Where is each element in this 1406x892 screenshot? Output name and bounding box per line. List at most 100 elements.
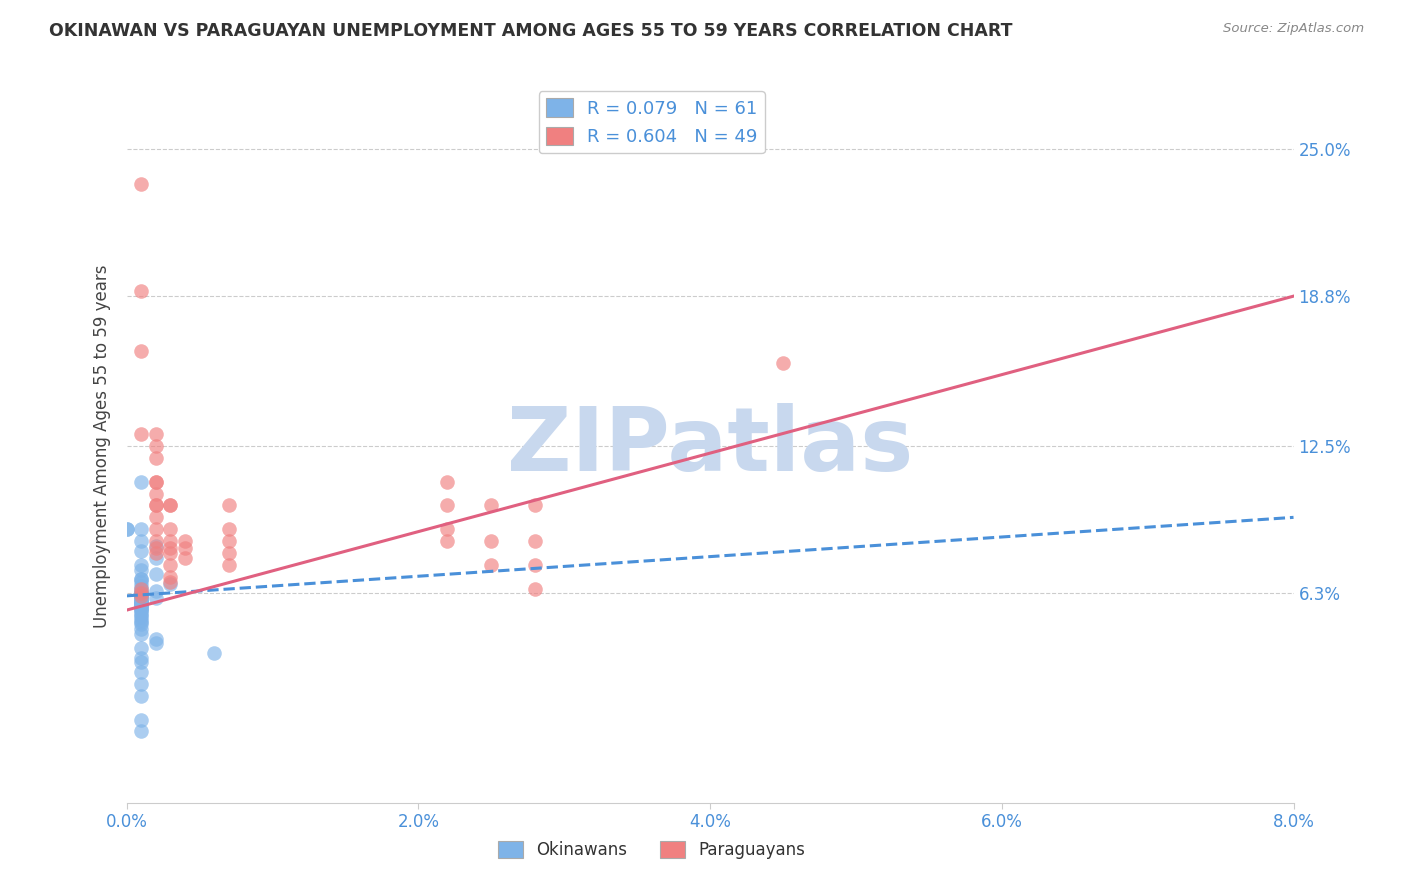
Point bbox=[129, 558, 152, 572]
Point bbox=[129, 599, 152, 613]
Point bbox=[129, 607, 152, 622]
Point bbox=[129, 603, 152, 617]
Point bbox=[129, 613, 152, 627]
Point bbox=[129, 713, 152, 727]
Point bbox=[218, 546, 240, 560]
Point bbox=[129, 343, 152, 358]
Point bbox=[129, 615, 152, 629]
Point bbox=[436, 522, 458, 536]
Point bbox=[129, 589, 152, 603]
Point bbox=[129, 582, 152, 596]
Y-axis label: Unemployment Among Ages 55 to 59 years: Unemployment Among Ages 55 to 59 years bbox=[93, 264, 111, 628]
Point bbox=[129, 650, 152, 665]
Point bbox=[129, 599, 152, 613]
Point bbox=[129, 572, 152, 586]
Point bbox=[129, 622, 152, 636]
Point bbox=[772, 356, 794, 370]
Legend: Okinawans, Paraguayans: Okinawans, Paraguayans bbox=[491, 834, 813, 866]
Point bbox=[129, 586, 152, 600]
Point bbox=[145, 636, 167, 650]
Point bbox=[145, 534, 167, 549]
Point bbox=[129, 534, 152, 549]
Point bbox=[129, 475, 152, 489]
Point bbox=[129, 603, 152, 617]
Point bbox=[523, 534, 546, 549]
Point bbox=[145, 486, 167, 500]
Point bbox=[129, 584, 152, 599]
Point bbox=[174, 534, 197, 549]
Point bbox=[145, 499, 167, 513]
Point bbox=[129, 586, 152, 600]
Point bbox=[479, 558, 502, 572]
Point bbox=[129, 724, 152, 739]
Point bbox=[159, 534, 181, 549]
Point bbox=[218, 558, 240, 572]
Point bbox=[174, 541, 197, 556]
Point bbox=[145, 427, 167, 442]
Point bbox=[129, 627, 152, 641]
Point bbox=[129, 522, 152, 536]
Text: Source: ZipAtlas.com: Source: ZipAtlas.com bbox=[1223, 22, 1364, 36]
Point bbox=[129, 593, 152, 607]
Point bbox=[129, 285, 152, 299]
Point bbox=[129, 656, 152, 670]
Point bbox=[145, 475, 167, 489]
Point bbox=[129, 677, 152, 691]
Point bbox=[145, 546, 167, 560]
Point bbox=[145, 567, 167, 582]
Point bbox=[129, 596, 152, 610]
Point bbox=[145, 591, 167, 606]
Point bbox=[145, 550, 167, 565]
Text: ZIPatlas: ZIPatlas bbox=[508, 402, 912, 490]
Point bbox=[129, 610, 152, 624]
Point bbox=[159, 570, 181, 584]
Point bbox=[436, 534, 458, 549]
Point bbox=[218, 522, 240, 536]
Point bbox=[218, 534, 240, 549]
Point bbox=[159, 577, 181, 591]
Point bbox=[202, 646, 225, 660]
Point bbox=[145, 541, 167, 556]
Text: OKINAWAN VS PARAGUAYAN UNEMPLOYMENT AMONG AGES 55 TO 59 YEARS CORRELATION CHART: OKINAWAN VS PARAGUAYAN UNEMPLOYMENT AMON… bbox=[49, 22, 1012, 40]
Point bbox=[129, 178, 152, 192]
Point bbox=[159, 522, 181, 536]
Point bbox=[129, 543, 152, 558]
Point bbox=[145, 439, 167, 453]
Point bbox=[129, 574, 152, 589]
Point bbox=[115, 522, 138, 536]
Point bbox=[479, 499, 502, 513]
Point bbox=[129, 689, 152, 703]
Point bbox=[159, 499, 181, 513]
Point bbox=[129, 600, 152, 615]
Point bbox=[129, 586, 152, 600]
Point bbox=[129, 586, 152, 600]
Point bbox=[129, 589, 152, 603]
Point bbox=[523, 558, 546, 572]
Point bbox=[436, 499, 458, 513]
Point bbox=[174, 550, 197, 565]
Point bbox=[159, 574, 181, 589]
Point bbox=[479, 534, 502, 549]
Point bbox=[159, 499, 181, 513]
Point bbox=[129, 606, 152, 620]
Point bbox=[115, 522, 138, 536]
Point bbox=[129, 600, 152, 615]
Point bbox=[129, 582, 152, 596]
Point bbox=[129, 591, 152, 606]
Point bbox=[523, 582, 546, 596]
Point bbox=[436, 475, 458, 489]
Point bbox=[145, 450, 167, 465]
Point bbox=[145, 510, 167, 524]
Point bbox=[145, 539, 167, 553]
Point bbox=[145, 475, 167, 489]
Point bbox=[145, 632, 167, 646]
Point bbox=[129, 593, 152, 607]
Point bbox=[129, 427, 152, 442]
Point bbox=[159, 558, 181, 572]
Point bbox=[145, 584, 167, 599]
Point bbox=[129, 599, 152, 613]
Point bbox=[129, 596, 152, 610]
Point bbox=[218, 499, 240, 513]
Point bbox=[145, 522, 167, 536]
Point bbox=[129, 641, 152, 656]
